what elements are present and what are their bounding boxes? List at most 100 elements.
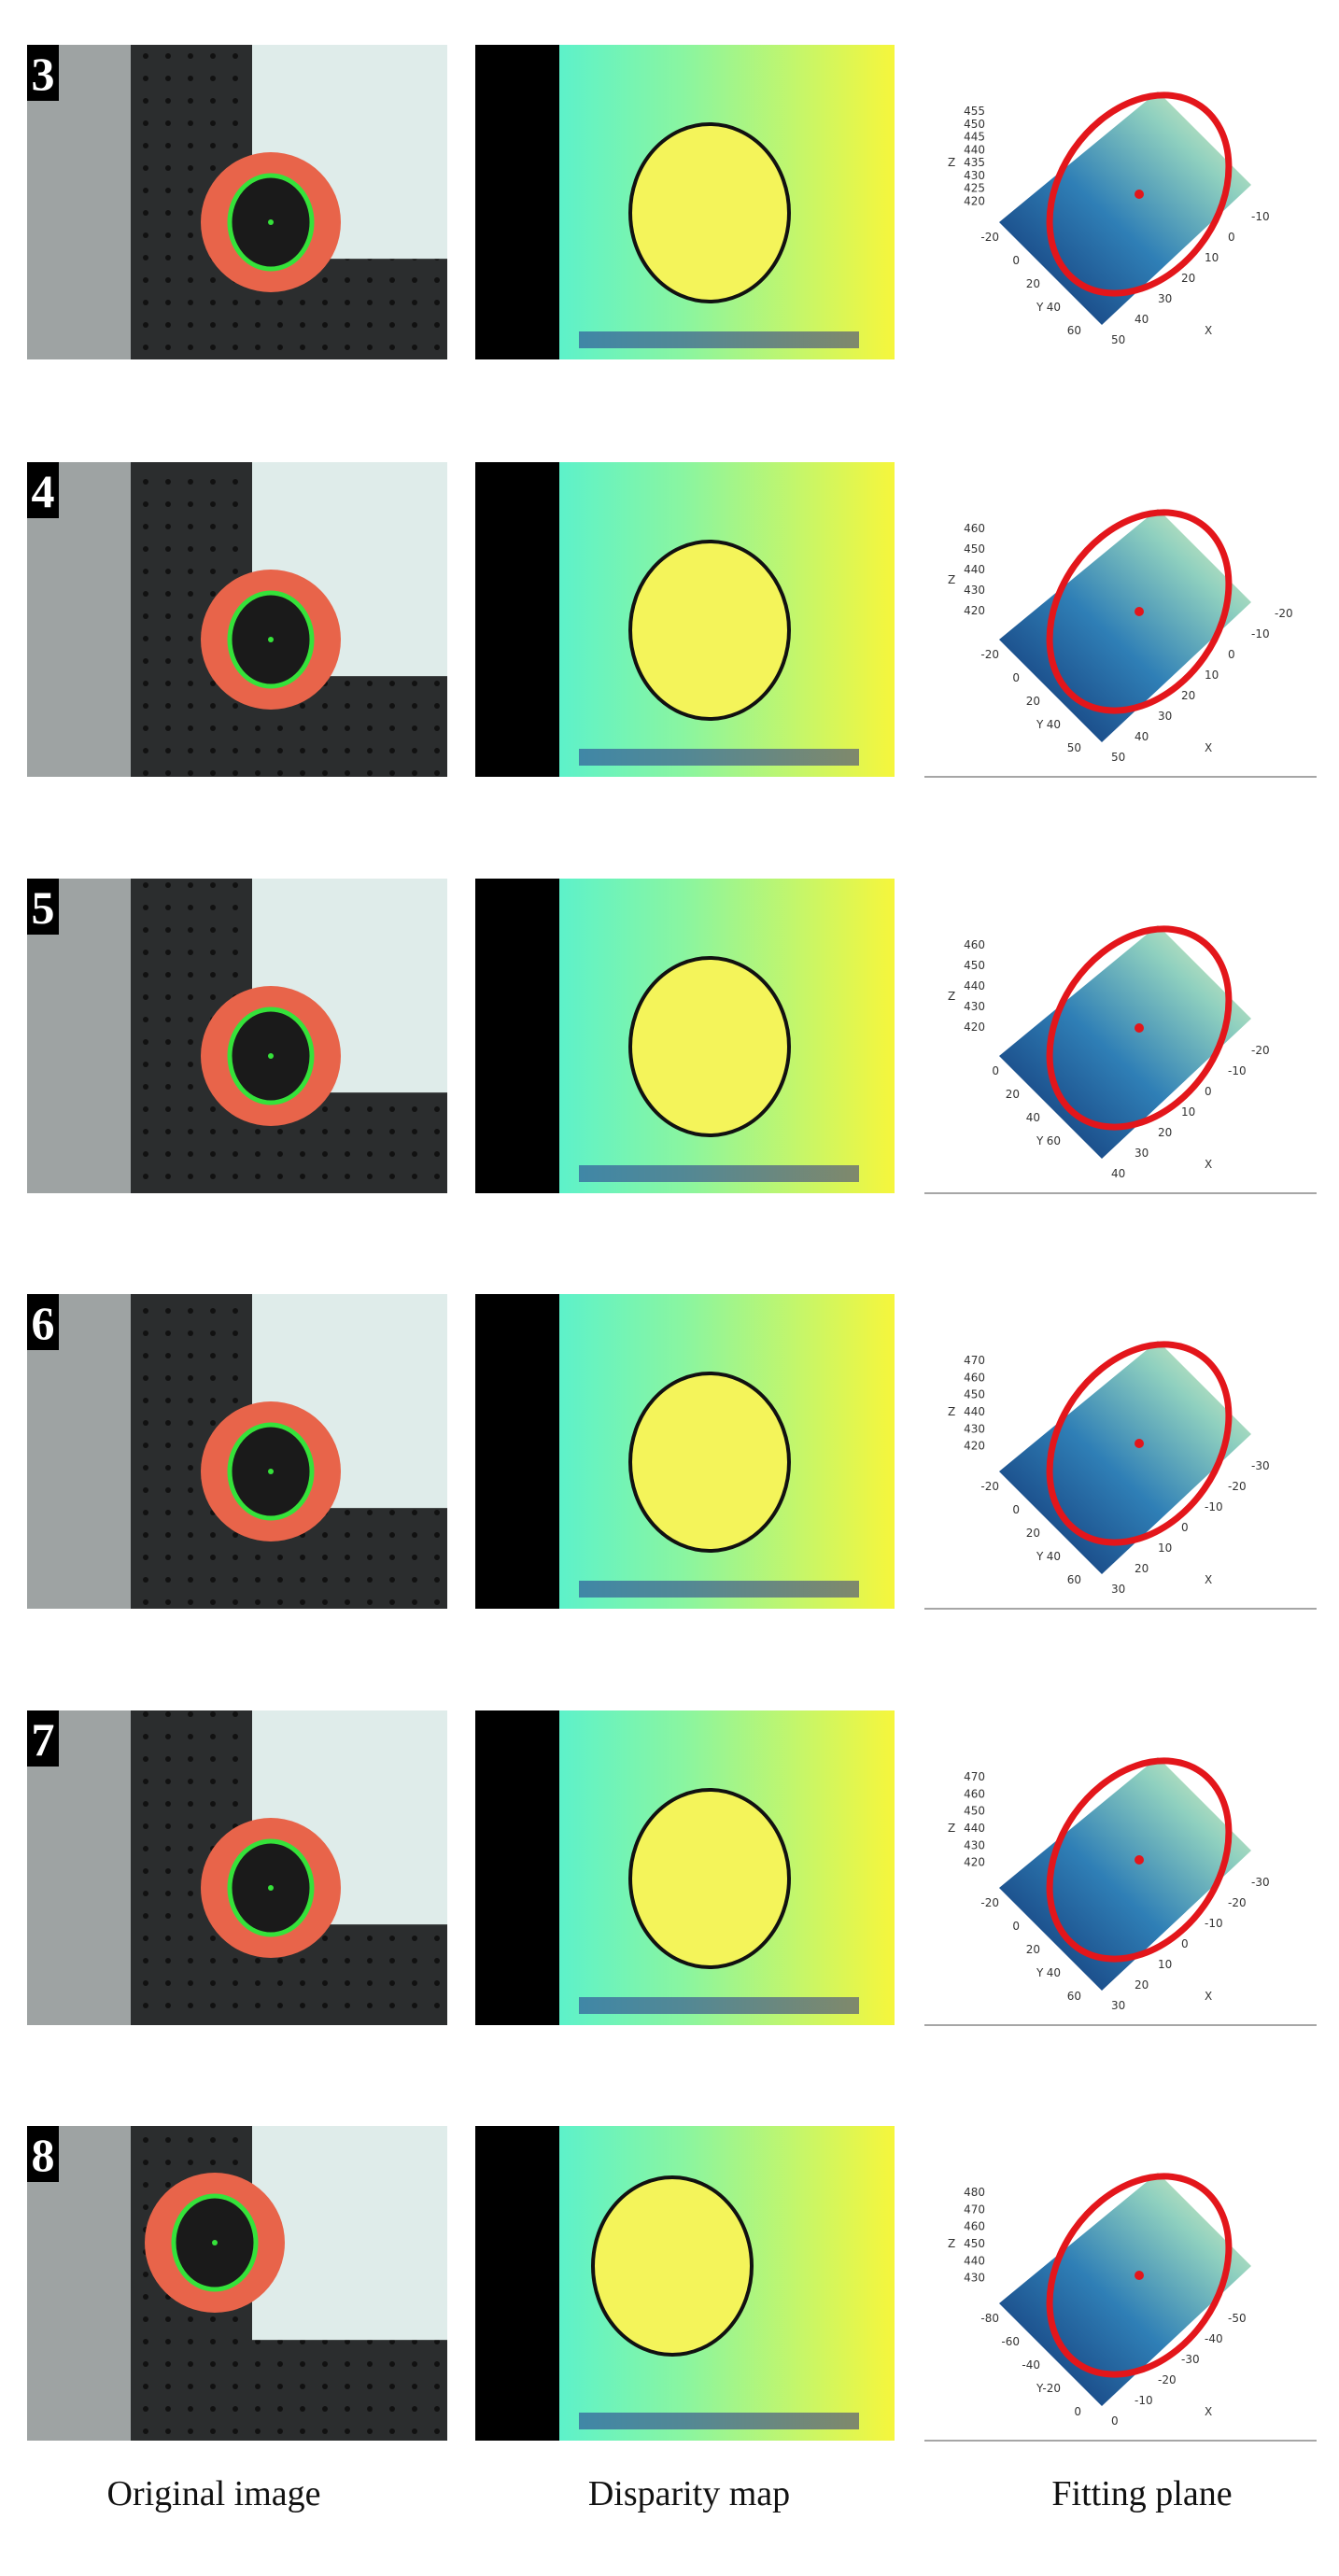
- z-tick: 440: [964, 979, 985, 992]
- x-tick: 0: [1111, 2414, 1119, 2428]
- z-tick: 430: [964, 1838, 985, 1851]
- z-tick: 450: [964, 959, 985, 972]
- disparity-map: [475, 1294, 895, 1609]
- y-tick: -20: [980, 648, 999, 661]
- z-tick: 460: [964, 938, 985, 951]
- original-image: [27, 45, 447, 359]
- z-tick: 430: [964, 1422, 985, 1435]
- z-tick: 450: [964, 542, 985, 556]
- x-tick: -30: [1251, 1459, 1270, 1472]
- x-tick: -10: [1251, 627, 1270, 640]
- disp-noise: [579, 1997, 859, 2014]
- x-tick: 10: [1158, 1541, 1172, 1555]
- y-tick: -20: [980, 231, 999, 244]
- x-tick: -10: [1228, 1064, 1247, 1077]
- fit-center: [1135, 1023, 1144, 1033]
- number-box: [27, 462, 59, 518]
- row-number: 3: [32, 48, 55, 100]
- z-tick: 455: [964, 105, 985, 118]
- fit-center: [1135, 190, 1144, 199]
- fit-contour: [1046, 91, 1233, 297]
- z-tick: 460: [964, 1787, 985, 1800]
- disp-noise: [579, 331, 859, 348]
- x-label: X: [1205, 1158, 1212, 1171]
- y-tick: 0: [1012, 1503, 1020, 1516]
- column-caption: Fitting plane: [1051, 2474, 1232, 2513]
- number-box: [27, 2126, 59, 2182]
- x-tick: -10: [1205, 1917, 1223, 1930]
- z-tick: 460: [964, 2220, 985, 2233]
- x-tick: 20: [1135, 1562, 1149, 1575]
- fitting-plane: 470 460 450 440 430 420 Z -20 0 20 40 60 Y 30 20 10 0 -10…: [948, 1341, 1270, 1596]
- x-tick: -30: [1181, 2353, 1200, 2366]
- y-tick: -80: [980, 2312, 999, 2325]
- y-label: Y: [1036, 301, 1044, 314]
- x-tick: 20: [1181, 689, 1195, 702]
- disp-black: [475, 1710, 559, 2025]
- x-tick: 0: [1228, 648, 1235, 661]
- z-tick: 470: [964, 1770, 985, 1783]
- disparity-map: [475, 45, 895, 359]
- disp-black: [475, 879, 559, 1193]
- z-tick: 430: [964, 584, 985, 597]
- z-tick: 450: [964, 118, 985, 131]
- x-tick: -20: [1228, 1480, 1247, 1493]
- z-tick: 430: [964, 169, 985, 182]
- fitting-plane: 460 450 440 430 420 Z 0 20 40 60Y 40 30 20 10 0 -10 -20 X: [948, 925, 1270, 1180]
- row-number: 4: [32, 465, 55, 517]
- x-tick: -10: [1135, 2394, 1153, 2407]
- z-tick: 450: [964, 1388, 985, 1401]
- y-tick: 20: [1026, 277, 1040, 290]
- y-tick: -20: [980, 1480, 999, 1493]
- y-tick: -40: [1022, 2358, 1040, 2372]
- number-box: [27, 1294, 59, 1350]
- y-tick: -20: [980, 1896, 999, 1909]
- disp-noise: [579, 2413, 859, 2429]
- z-tick: 450: [964, 1805, 985, 1818]
- z-label: Z: [948, 156, 955, 169]
- x-tick: 20: [1181, 272, 1195, 285]
- number-box: [27, 1710, 59, 1767]
- disparity-map: [475, 879, 895, 1193]
- row-number: 8: [32, 2129, 55, 2181]
- z-tick: 430: [964, 2272, 985, 2285]
- z-tick: 460: [964, 522, 985, 535]
- disp-noise: [579, 749, 859, 766]
- y-tick: 60: [1067, 1990, 1081, 2003]
- center-point: [268, 219, 274, 225]
- disp-black: [475, 462, 559, 777]
- z-tick: 440: [964, 563, 985, 576]
- z-tick: 480: [964, 2186, 985, 2199]
- x-tick: 0: [1205, 1085, 1212, 1098]
- disp-black: [475, 1294, 559, 1609]
- x-tick: 0: [1181, 1521, 1189, 1534]
- x-label: X: [1205, 2405, 1212, 2418]
- fit-contour: [1046, 2173, 1233, 2378]
- disp-blob: [628, 956, 791, 1137]
- z-label: Z: [948, 1822, 955, 1835]
- column-caption: Disparity map: [588, 2474, 790, 2513]
- row-number: 6: [32, 1297, 55, 1349]
- x-tick: 30: [1158, 710, 1172, 723]
- z-tick: 470: [964, 2203, 985, 2216]
- y-tick: 20: [1026, 1527, 1040, 1540]
- center-point: [268, 637, 274, 642]
- fit-contour: [1046, 925, 1233, 1131]
- y-tick: 40: [1026, 1111, 1040, 1124]
- z-tick: 445: [964, 131, 985, 144]
- x-tick: -10: [1251, 210, 1270, 223]
- y-label: Y: [1036, 2382, 1044, 2395]
- x-tick: 10: [1181, 1105, 1195, 1119]
- y-tick: 50: [1067, 741, 1081, 754]
- disp-black: [475, 45, 559, 359]
- fitting-plane: 480470460450440430Z-80-60-40-200Y0-10-20…: [948, 2173, 1251, 2428]
- fit-center: [1135, 2271, 1144, 2280]
- x-tick: 10: [1158, 1958, 1172, 1971]
- y-label: Y: [1036, 1966, 1044, 1979]
- fit-contour: [1046, 1757, 1233, 1963]
- disparity-map: [475, 462, 895, 777]
- x-tick: 50: [1111, 333, 1125, 346]
- fitting-plane: 460 450 440 430 420 Z -20 0 20 40 50 Y 50 40 30 20 10 0 -1…: [948, 509, 1293, 764]
- z-tick: 450: [964, 2237, 985, 2250]
